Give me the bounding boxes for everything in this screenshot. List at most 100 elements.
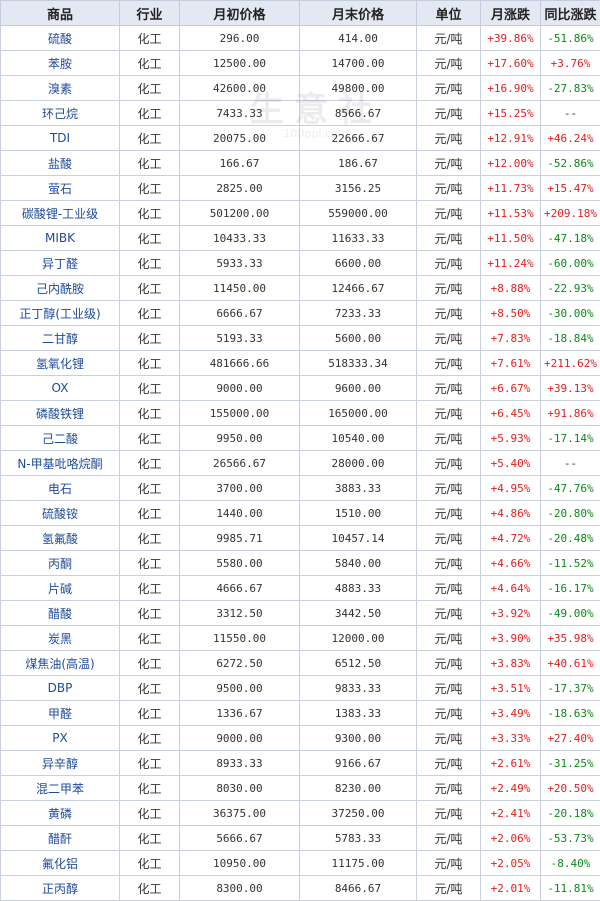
monthly-change-cell: +3.90% <box>481 626 541 651</box>
commodity-name-link[interactable]: MIBK <box>1 226 120 251</box>
industry-cell: 化工 <box>120 401 180 426</box>
commodity-name-link[interactable]: 二甘醇 <box>1 326 120 351</box>
commodity-name-link[interactable]: 硫酸铵 <box>1 501 120 526</box>
commodity-name-link[interactable]: 正丁醇(工业级) <box>1 301 120 326</box>
start-price-cell: 8933.33 <box>180 751 300 776</box>
commodity-name-link[interactable]: 硫酸 <box>1 26 120 51</box>
monthly-change-cell: +3.92% <box>481 601 541 626</box>
yoy-change-cell: -11.81% <box>541 876 600 901</box>
commodity-name-link[interactable]: 异丁醛 <box>1 251 120 276</box>
yoy-change-cell: +46.24% <box>541 126 600 151</box>
end-price-cell: 28000.00 <box>300 451 417 476</box>
commodity-name-link[interactable]: 萤石 <box>1 176 120 201</box>
commodity-name-link[interactable]: 煤焦油(高温) <box>1 651 120 676</box>
monthly-change-cell: +2.41% <box>481 801 541 826</box>
yoy-change-cell: -20.48% <box>541 526 600 551</box>
unit-cell: 元/吨 <box>417 626 481 651</box>
commodity-name-link[interactable]: 苯胺 <box>1 51 120 76</box>
industry-cell: 化工 <box>120 251 180 276</box>
end-price-cell: 9600.00 <box>300 376 417 401</box>
commodity-name-link[interactable]: 氢氟酸 <box>1 526 120 551</box>
commodity-name-link[interactable]: 甲醛 <box>1 701 120 726</box>
industry-cell: 化工 <box>120 601 180 626</box>
end-price-cell: 10457.14 <box>300 526 417 551</box>
commodity-name-link[interactable]: 己内酰胺 <box>1 276 120 301</box>
commodity-name-link[interactable]: N-甲基吡咯烷酮 <box>1 451 120 476</box>
yoy-change-cell: -17.37% <box>541 676 600 701</box>
end-price-cell: 8230.00 <box>300 776 417 801</box>
monthly-change-cell: +8.88% <box>481 276 541 301</box>
monthly-change-cell: +15.25% <box>481 101 541 126</box>
commodity-name-link[interactable]: 溴素 <box>1 76 120 101</box>
commodity-name-link[interactable]: 盐酸 <box>1 151 120 176</box>
start-price-cell: 9000.00 <box>180 726 300 751</box>
industry-cell: 化工 <box>120 276 180 301</box>
commodity-name-link[interactable]: 片碱 <box>1 576 120 601</box>
industry-cell: 化工 <box>120 376 180 401</box>
end-price-cell: 414.00 <box>300 26 417 51</box>
commodity-name-link[interactable]: 丙酮 <box>1 551 120 576</box>
unit-cell: 元/吨 <box>417 726 481 751</box>
yoy-change-cell: +40.61% <box>541 651 600 676</box>
monthly-change-cell: +39.86% <box>481 26 541 51</box>
commodity-name-link[interactable]: 磷酸铁锂 <box>1 401 120 426</box>
unit-cell: 元/吨 <box>417 426 481 451</box>
end-price-cell: 22666.67 <box>300 126 417 151</box>
industry-cell: 化工 <box>120 651 180 676</box>
start-price-cell: 481666.66 <box>180 351 300 376</box>
commodity-name-link[interactable]: 氢氧化锂 <box>1 351 120 376</box>
commodity-name-link[interactable]: 氟化铝 <box>1 851 120 876</box>
monthly-change-cell: +11.50% <box>481 226 541 251</box>
commodity-name-link[interactable]: 电石 <box>1 476 120 501</box>
yoy-change-cell: -20.80% <box>541 501 600 526</box>
commodity-name-link[interactable]: 环己烷 <box>1 101 120 126</box>
commodity-name-link[interactable]: PX <box>1 726 120 751</box>
start-price-cell: 36375.00 <box>180 801 300 826</box>
monthly-change-cell: +2.61% <box>481 751 541 776</box>
yoy-change-cell: +27.40% <box>541 726 600 751</box>
commodity-name-link[interactable]: 醋酸 <box>1 601 120 626</box>
industry-cell: 化工 <box>120 726 180 751</box>
end-price-cell: 6600.00 <box>300 251 417 276</box>
yoy-change-cell: -31.25% <box>541 751 600 776</box>
commodity-name-link[interactable]: 炭黑 <box>1 626 120 651</box>
commodity-name-link[interactable]: 碳酸锂-工业级 <box>1 201 120 226</box>
monthly-change-cell: +7.61% <box>481 351 541 376</box>
commodity-name-link[interactable]: 正丙醇 <box>1 876 120 901</box>
commodity-name-link[interactable]: 混二甲苯 <box>1 776 120 801</box>
commodity-name-link[interactable]: TDI <box>1 126 120 151</box>
header-commodity: 商品 <box>1 1 120 26</box>
commodity-name-link[interactable]: DBP <box>1 676 120 701</box>
commodity-name-link[interactable]: 己二酸 <box>1 426 120 451</box>
header-start-price: 月初价格 <box>180 1 300 26</box>
industry-cell: 化工 <box>120 501 180 526</box>
unit-cell: 元/吨 <box>417 301 481 326</box>
yoy-change-cell: -8.40% <box>541 851 600 876</box>
end-price-cell: 3442.50 <box>300 601 417 626</box>
yoy-change-cell: -60.00% <box>541 251 600 276</box>
start-price-cell: 6666.67 <box>180 301 300 326</box>
industry-cell: 化工 <box>120 701 180 726</box>
end-price-cell: 1510.00 <box>300 501 417 526</box>
start-price-cell: 10950.00 <box>180 851 300 876</box>
start-price-cell: 11550.00 <box>180 626 300 651</box>
commodity-name-link[interactable]: 黄磷 <box>1 801 120 826</box>
monthly-change-cell: +12.91% <box>481 126 541 151</box>
unit-cell: 元/吨 <box>417 151 481 176</box>
commodity-name-link[interactable]: OX <box>1 376 120 401</box>
commodity-name-link[interactable]: 醋酐 <box>1 826 120 851</box>
monthly-change-cell: +2.05% <box>481 851 541 876</box>
commodity-name-link[interactable]: 异辛醇 <box>1 751 120 776</box>
